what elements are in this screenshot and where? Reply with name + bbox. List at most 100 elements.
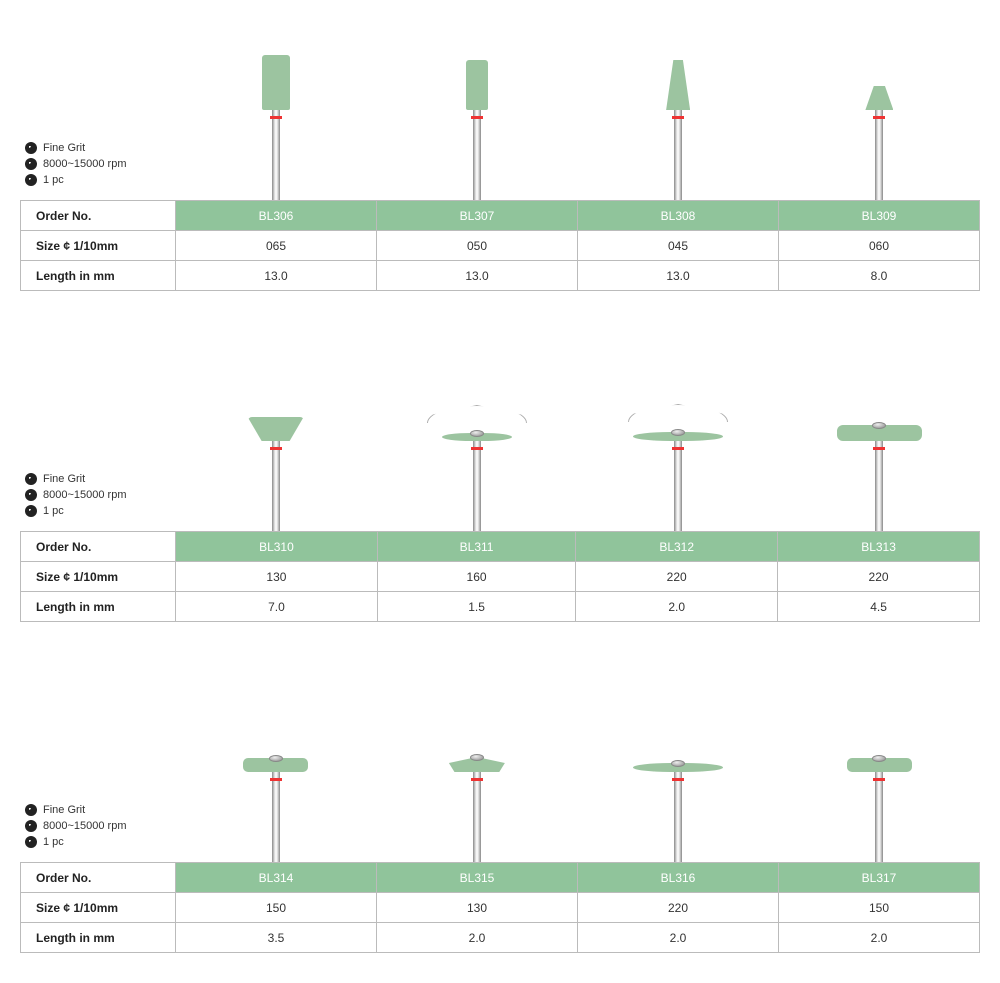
table-cell: 050	[377, 231, 578, 261]
table-cell: 220	[778, 562, 980, 592]
bullet-icon	[25, 142, 37, 154]
bullet-icon	[25, 158, 37, 170]
table-cell: 13.0	[377, 261, 578, 291]
tool-shaft	[473, 772, 481, 862]
spec-text: 1 pc	[43, 836, 64, 848]
bullet-icon	[25, 820, 37, 832]
row-label: Size ¢ 1/10mm	[21, 562, 176, 592]
spec-text: 8000~15000 rpm	[43, 489, 126, 501]
table-cell: BL308	[578, 201, 779, 231]
spec-box: Fine Grit 8000~15000 rpm 1 pc	[20, 469, 175, 531]
row-label: Order No.	[21, 863, 176, 893]
table-cell: BL306	[176, 201, 377, 231]
tool-shaft	[473, 441, 481, 531]
spec-table: Order No.BL310BL311BL312BL313 Size ¢ 1/10…	[20, 531, 980, 622]
tool-shaft	[674, 110, 682, 200]
tool-head	[466, 60, 488, 110]
product-image	[779, 682, 980, 862]
spec-line: 1 pc	[25, 505, 175, 517]
spec-line: Fine Grit	[25, 142, 175, 154]
spec-line: 8000~15000 rpm	[25, 489, 175, 501]
table-cell: 2.0	[377, 923, 578, 953]
spec-line: Fine Grit	[25, 473, 175, 485]
row-label: Order No.	[21, 201, 176, 231]
bullet-icon	[25, 473, 37, 485]
spec-line: Fine Grit	[25, 804, 175, 816]
table-cell: 220	[576, 562, 778, 592]
table-cell: 130	[176, 562, 378, 592]
spec-text: Fine Grit	[43, 804, 85, 816]
table-cell: 13.0	[578, 261, 779, 291]
table-cell: 4.5	[778, 592, 980, 622]
table-cell: 2.0	[779, 923, 980, 953]
table-cell: BL312	[576, 532, 778, 562]
hub-icon	[671, 429, 685, 436]
tool-shaft	[272, 441, 280, 531]
tool-head	[262, 55, 290, 110]
spec-text: 8000~15000 rpm	[43, 820, 126, 832]
table-cell: 220	[578, 893, 779, 923]
table-cell: 160	[377, 562, 575, 592]
bullet-icon	[25, 836, 37, 848]
tool-shaft	[875, 441, 883, 531]
product-image	[578, 351, 779, 531]
tool-shaft	[875, 110, 883, 200]
spec-table: Order No.BL306BL307BL308BL309Size ¢ 1/10…	[20, 200, 980, 291]
hub-icon	[872, 755, 886, 762]
table-cell: 045	[578, 231, 779, 261]
spec-text: Fine Grit	[43, 473, 85, 485]
product-image	[376, 351, 577, 531]
product-image	[578, 20, 779, 200]
row-label: Order No.	[21, 532, 176, 562]
table-cell: 7.0	[176, 592, 378, 622]
table-cell: BL311	[377, 532, 575, 562]
product-image	[779, 351, 980, 531]
row-label: Length in mm	[21, 592, 176, 622]
spec-box: Fine Grit 8000~15000 rpm 1 pc	[20, 800, 175, 862]
tool-head	[865, 86, 893, 110]
profile-outline	[427, 405, 527, 423]
bullet-icon	[25, 489, 37, 501]
tool-shaft	[674, 772, 682, 862]
table-cell: 060	[779, 231, 980, 261]
tool-head	[248, 417, 304, 441]
table-cell: BL317	[779, 863, 980, 893]
spec-line: 8000~15000 rpm	[25, 820, 175, 832]
table-cell: 2.0	[576, 592, 778, 622]
table-cell: 13.0	[176, 261, 377, 291]
product-image	[175, 351, 376, 531]
tool-shaft	[272, 110, 280, 200]
table-cell: BL315	[377, 863, 578, 893]
table-cell: 130	[377, 893, 578, 923]
hub-icon	[470, 430, 484, 437]
product-image	[376, 20, 577, 200]
tool-shaft	[473, 110, 481, 200]
table-cell: 150	[779, 893, 980, 923]
hub-icon	[872, 422, 886, 429]
table-cell: 065	[176, 231, 377, 261]
spec-table: Order No.BL314BL315BL316BL317Size ¢ 1/10…	[20, 862, 980, 953]
spec-text: 1 pc	[43, 505, 64, 517]
row-label: Size ¢ 1/10mm	[21, 893, 176, 923]
tool-shaft	[674, 441, 682, 531]
spec-text: 1 pc	[43, 174, 64, 186]
table-cell: BL310	[176, 532, 378, 562]
table-cell: BL313	[778, 532, 980, 562]
table-cell: 1.5	[377, 592, 575, 622]
row-label: Length in mm	[21, 261, 176, 291]
table-cell: BL316	[578, 863, 779, 893]
product-image	[578, 682, 779, 862]
spec-line: 1 pc	[25, 836, 175, 848]
spec-box: Fine Grit 8000~15000 rpm 1 pc	[20, 138, 175, 200]
row-label: Length in mm	[21, 923, 176, 953]
row-label: Size ¢ 1/10mm	[21, 231, 176, 261]
hub-icon	[671, 760, 685, 767]
hub-icon	[470, 754, 484, 761]
profile-outline	[628, 404, 728, 422]
table-cell: 3.5	[176, 923, 377, 953]
tool-shaft	[272, 772, 280, 862]
product-section: Fine Grit8000~15000 rpm1 pcOrder No.BL31…	[20, 682, 980, 953]
spec-line: 8000~15000 rpm	[25, 158, 175, 170]
product-image	[376, 682, 577, 862]
product-image	[175, 20, 376, 200]
